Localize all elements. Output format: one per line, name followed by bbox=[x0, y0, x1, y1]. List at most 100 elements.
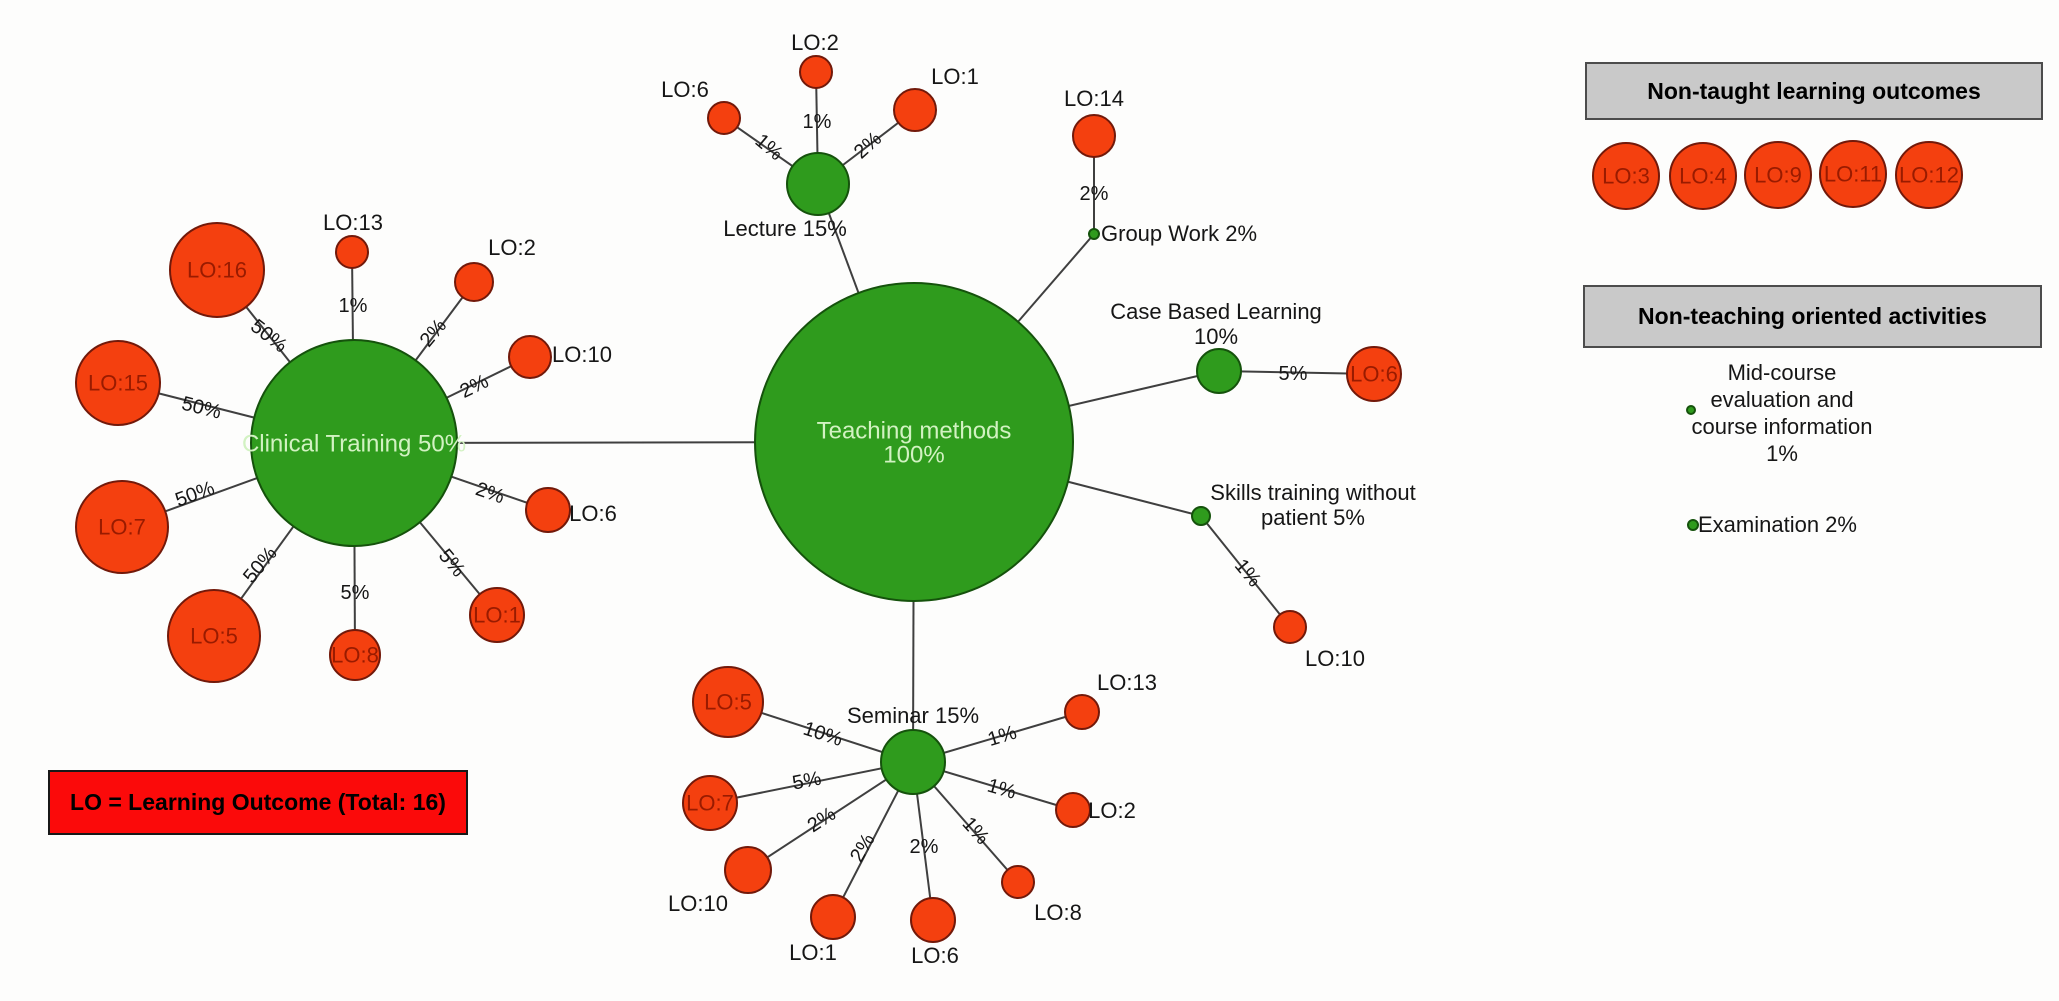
label-lo8-s: LO:8 bbox=[1034, 900, 1082, 925]
node-lo12-p bbox=[1895, 141, 1963, 209]
label-lo10-sk: LO:10 bbox=[1305, 646, 1365, 671]
label-lo6-c: LO:6 bbox=[569, 501, 617, 526]
label-lo15: LO:15 bbox=[88, 371, 148, 396]
label-cbl: Case Based Learning 10% bbox=[1110, 299, 1322, 349]
edge-label-clinical-lo7-c: 50% bbox=[172, 477, 217, 511]
edge-label-seminar-lo7-s: 5% bbox=[791, 768, 824, 795]
label-lo12-p: LO:12 bbox=[1899, 163, 1959, 188]
edge-label-clinical-lo6-c: 2% bbox=[473, 478, 508, 508]
edge-label-lecture-lo2-l: 1% bbox=[803, 111, 832, 133]
label-lo9-p: LO:9 bbox=[1754, 163, 1802, 188]
node-lo1-s bbox=[810, 894, 856, 940]
label-lo6-s: LO:6 bbox=[911, 943, 959, 968]
label-lo10-s: LO:10 bbox=[668, 891, 728, 916]
node-lo9-p bbox=[1744, 141, 1812, 209]
node-lo13-s bbox=[1064, 694, 1100, 730]
label-lo16: LO:16 bbox=[187, 258, 247, 283]
node-groupwork bbox=[1088, 228, 1100, 240]
node-lo7-s bbox=[682, 775, 738, 831]
edge-label-seminar-lo2-s: 1% bbox=[985, 775, 1019, 804]
node-teaching bbox=[754, 282, 1074, 602]
node-lo10-c bbox=[508, 335, 552, 379]
node-skills bbox=[1191, 506, 1211, 526]
node-lo10-s bbox=[724, 846, 772, 894]
label-lo8-c: LO:8 bbox=[331, 643, 379, 668]
edge-label-lecture-lo1-l: 2% bbox=[850, 128, 886, 164]
node-seminar bbox=[880, 729, 946, 795]
node-lo2-s bbox=[1055, 792, 1091, 828]
edge-skills-lo10-sk bbox=[1200, 515, 1291, 628]
edge-label-clinical-lo10-c: 2% bbox=[457, 370, 493, 403]
non-taught-outcomes-header: Non-taught learning outcomes bbox=[1585, 62, 2043, 120]
label-skills: Skills training without patient 5% bbox=[1210, 480, 1415, 530]
edge-label-groupwork-lo14: 2% bbox=[1080, 183, 1109, 205]
edge-label-clinical-lo13-c: 1% bbox=[339, 295, 368, 317]
label-lo1-s: LO:1 bbox=[789, 940, 837, 965]
edge-label-seminar-lo10-s: 2% bbox=[804, 803, 840, 837]
edge-label-lecture-lo6-l: 1% bbox=[751, 130, 787, 166]
edge-label-skills-lo10-sk: 1% bbox=[1230, 555, 1266, 591]
label-lo2-s: LO:2 bbox=[1088, 798, 1136, 823]
legend-box: LO = Learning Outcome (Total: 16) bbox=[48, 770, 468, 835]
node-lo5-s bbox=[692, 666, 764, 738]
node-lo3-p bbox=[1592, 142, 1660, 210]
node-lo2-c bbox=[454, 262, 494, 302]
node-lo15 bbox=[75, 340, 161, 426]
node-lecture bbox=[786, 152, 850, 216]
label-lo13-s: LO:13 bbox=[1097, 670, 1157, 695]
node-lo8-s bbox=[1001, 865, 1035, 899]
label-lo6-cbl: LO:6 bbox=[1350, 362, 1398, 387]
non-teaching-activities-title: Non-teaching oriented activities bbox=[1638, 303, 1987, 329]
node-lo13-c bbox=[335, 235, 369, 269]
node-lo7-c bbox=[75, 480, 169, 574]
label-lo6-l: LO:6 bbox=[661, 77, 709, 102]
label-lo11-p: LO:11 bbox=[1824, 162, 1882, 187]
label-lo7-c: LO:7 bbox=[98, 515, 146, 540]
label-lo1-c: LO:1 bbox=[473, 603, 521, 628]
legend-text: LO = Learning Outcome (Total: 16) bbox=[70, 789, 446, 815]
label-lo1-l: LO:1 bbox=[931, 64, 979, 89]
label-lo10-c: LO:10 bbox=[552, 342, 612, 367]
edge-label-clinical-lo8-c: 5% bbox=[341, 582, 370, 604]
label-lecture: Lecture 15% bbox=[723, 216, 847, 241]
label-lo4-p: LO:4 bbox=[1679, 164, 1727, 189]
node-lo11-p bbox=[1819, 140, 1887, 208]
non-taught-outcomes-title: Non-taught learning outcomes bbox=[1647, 77, 1981, 104]
node-examination bbox=[1687, 519, 1699, 531]
edge-label-clinical-lo15: 50% bbox=[179, 393, 223, 424]
node-midcourse bbox=[1686, 405, 1696, 415]
edge-label-clinical-lo16: 50% bbox=[246, 315, 291, 357]
label-groupwork: Group Work 2% bbox=[1101, 221, 1257, 246]
node-lo6-cbl bbox=[1346, 346, 1402, 402]
node-lo8-c bbox=[329, 629, 381, 681]
edge-seminar-lo7-s bbox=[709, 761, 914, 804]
label-lo14: LO:14 bbox=[1064, 86, 1124, 111]
node-lo16 bbox=[169, 222, 265, 318]
node-lo10-sk bbox=[1273, 610, 1307, 644]
label-lo2-c: LO:2 bbox=[488, 235, 536, 260]
label-seminar: Seminar 15% bbox=[847, 703, 979, 728]
node-lo14 bbox=[1072, 114, 1116, 158]
node-cbl bbox=[1196, 348, 1242, 394]
node-lo6-l bbox=[707, 101, 741, 135]
label-examination: Examination 2% bbox=[1698, 512, 1857, 537]
label-lo5-s: LO:5 bbox=[704, 690, 752, 715]
edge-label-seminar-lo5-s: 10% bbox=[800, 718, 845, 751]
label-clinical: Clinical Training 50% bbox=[242, 430, 466, 457]
node-lo4-p bbox=[1669, 142, 1737, 210]
label-teaching: Teaching methods 100% bbox=[817, 417, 1012, 468]
node-lo6-s bbox=[910, 897, 956, 943]
node-clinical bbox=[250, 339, 458, 547]
edge-label-seminar-lo6-s: 2% bbox=[910, 836, 939, 858]
label-midcourse: Mid-course evaluation and course informati… bbox=[1692, 360, 1873, 466]
label-lo2-l: LO:2 bbox=[791, 30, 839, 55]
node-lo1-l bbox=[893, 88, 937, 132]
edge-label-cbl-lo6-cbl: 5% bbox=[1279, 363, 1308, 385]
label-lo5-c: LO:5 bbox=[190, 624, 238, 649]
label-lo13-c: LO:13 bbox=[323, 210, 383, 235]
label-lo7-s: LO:7 bbox=[686, 791, 734, 816]
edge-label-clinical-lo5-c: 50% bbox=[239, 543, 282, 588]
edge-label-seminar-lo13-s: 1% bbox=[985, 721, 1019, 751]
